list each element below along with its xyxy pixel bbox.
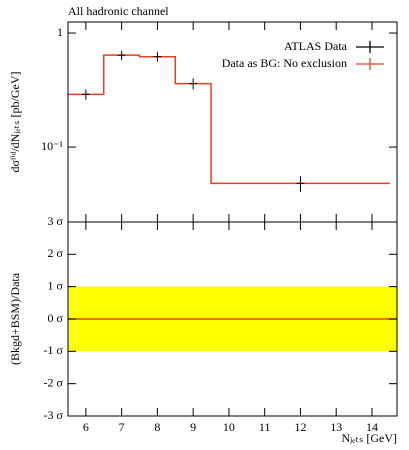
x-tick-label: 13 [330, 420, 342, 434]
legend-label: ATLAS Data [284, 39, 348, 53]
x-tick-label: 10 [223, 420, 235, 434]
plot-frame [67, 221, 398, 417]
x-axis-label: Nⱼₑₜₛ [GeV] [341, 431, 397, 445]
y-tick-label: -2 σ [44, 375, 64, 389]
y-tick-label: 0 σ [48, 311, 64, 325]
y-tick-label: 1 [57, 25, 63, 39]
y-tick-label: -1 σ [44, 343, 64, 357]
y-axis-label: dσᶠⁱᵈ/dNⱼₑₜₛ [pb/GeV] [8, 71, 22, 172]
x-tick-label: 11 [259, 420, 271, 434]
y-tick-label: 1 σ [48, 278, 64, 292]
x-tick-label: 12 [294, 420, 306, 434]
plot-frame [67, 21, 398, 223]
x-tick-label: 6 [83, 420, 89, 434]
histogram-line [68, 54, 390, 185]
x-tick-label: 7 [119, 420, 125, 434]
y-tick-label: 2 σ [48, 246, 64, 260]
legend-label: Data as BG: No exclusion [222, 56, 347, 70]
y-tick-label: -3 σ [44, 408, 64, 422]
chart-title: All hadronic channel [68, 4, 169, 18]
y-tick-label: 10⁻¹ [41, 139, 63, 153]
x-tick-label: 14 [366, 420, 378, 434]
x-tick-label: 8 [154, 420, 160, 434]
y-tick-label: 3 σ [48, 214, 64, 228]
y-axis-label: (Bkgd+BSM)/Data [8, 272, 22, 365]
x-tick-label: 9 [190, 420, 196, 434]
